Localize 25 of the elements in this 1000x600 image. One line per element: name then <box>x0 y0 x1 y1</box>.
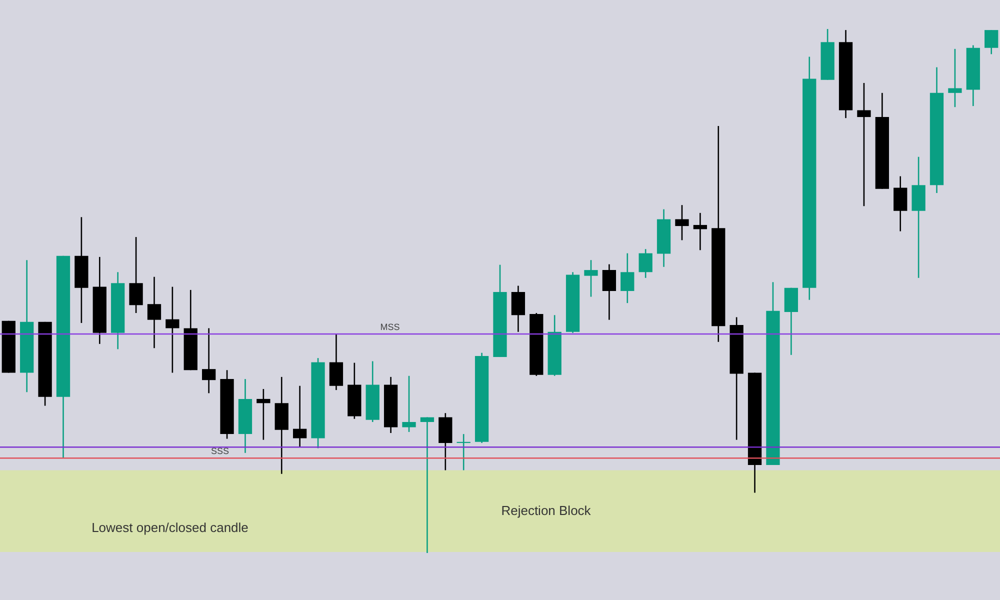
candlestick <box>984 29 998 55</box>
candlestick <box>948 48 962 108</box>
candlestick <box>584 259 598 298</box>
candlestick <box>166 286 180 374</box>
candlestick <box>202 328 216 394</box>
candlestick <box>620 252 634 304</box>
candlestick <box>602 264 616 320</box>
candlestick <box>420 416 434 554</box>
ref-line-label: SSS <box>210 446 230 456</box>
candlestick <box>511 285 526 333</box>
candlestick <box>894 176 908 232</box>
candlestick <box>638 248 652 279</box>
candlestick <box>147 276 162 349</box>
candlestick <box>402 375 416 433</box>
candlestick <box>456 433 470 471</box>
band-label: Rejection Block <box>501 503 592 518</box>
candlestick <box>129 236 143 314</box>
annotation: Lowest open/closed candle <box>92 520 248 535</box>
candlestick <box>693 212 708 251</box>
candlestick <box>256 388 270 440</box>
candlestick <box>675 204 689 241</box>
candlestick <box>329 333 344 391</box>
candlestick <box>292 385 307 448</box>
ref-line-label: MSS <box>380 322 400 332</box>
candlestick <box>857 82 871 207</box>
